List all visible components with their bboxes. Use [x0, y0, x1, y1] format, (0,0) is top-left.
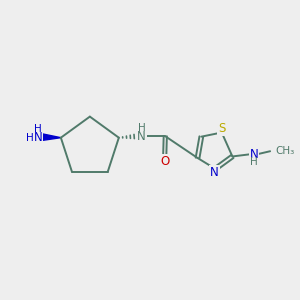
Text: H: H — [26, 133, 33, 143]
Text: O: O — [160, 155, 169, 168]
Polygon shape — [41, 134, 61, 141]
Text: CH₃: CH₃ — [275, 146, 294, 156]
Text: S: S — [218, 122, 225, 135]
Text: N: N — [137, 130, 146, 143]
Text: N: N — [250, 148, 259, 160]
Text: H: H — [250, 157, 258, 167]
Text: N: N — [34, 130, 43, 144]
Text: N: N — [210, 166, 219, 179]
Text: H: H — [34, 124, 42, 134]
Text: H: H — [138, 123, 146, 134]
